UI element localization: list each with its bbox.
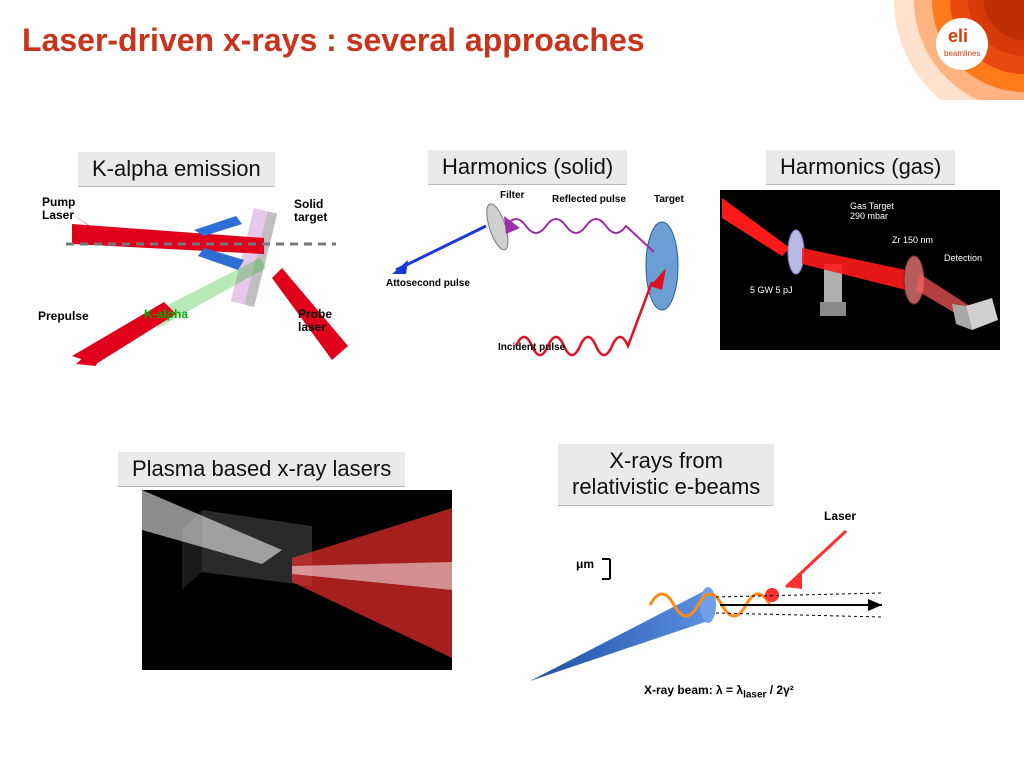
slide-title: Laser-driven x-rays : several approaches [22,22,645,59]
kalpha-ann-prepulse: Prepulse [38,310,89,323]
ebeam-label-line2: relativistic e-beams [572,474,760,499]
hgas-ann-power: 5 GW 5 pJ [750,286,793,296]
diagram-plasma-xray-laser [142,490,452,670]
label-harmonics-gas: Harmonics (gas) [766,150,955,185]
hsolid-ann-filter: Filter [500,190,524,201]
hgas-ann-detection: Detection [944,254,982,264]
ebeam-ann-laser: Laser [824,509,856,523]
hsolid-ann-reflected: Reflected pulse [552,194,626,205]
kalpha-ann-target: Solidtarget [294,198,327,224]
hsolid-ann-incident: Incident pulse [498,342,565,353]
hgas-ann-zr: Zr 150 nm [892,236,933,246]
hgas-ann-gas: Gas Target290 mbar [850,202,894,222]
hsolid-ann-target: Target [654,194,684,205]
eli-beamlines-logo: eli beamlines [824,0,1024,100]
kalpha-ann-kalpha: K-alpha [144,308,188,321]
svg-text:beamlines: beamlines [944,49,980,58]
ebeam-ann-um: μm [576,557,594,571]
svg-text:eli: eli [948,26,968,46]
slide: eli beamlines Laser-driven x-rays : seve… [0,0,1024,768]
hsolid-ann-atto: Attosecond pulse [386,278,470,289]
ebeam-label-line1: X-rays from [609,448,723,473]
diagram-harmonics-gas: Gas Target290 mbar Zr 150 nm 5 GW 5 pJ D… [720,190,1000,350]
ebeam-ann-formula: X-ray beam: λ = λlaser / 2γ² [644,683,794,700]
diagram-harmonics-solid: Filter Reflected pulse Target Attosecond… [386,190,696,360]
kalpha-ann-pump: PumpLaser [42,196,75,222]
kalpha-ann-probe: Probelaser [298,308,332,334]
label-relativistic-ebeam: X-rays from relativistic e-beams [558,444,774,506]
label-kalpha: K-alpha emission [78,152,275,187]
label-plasma-xray-lasers: Plasma based x-ray lasers [118,452,405,487]
diagram-kalpha: PumpLaser Solidtarget Prepulse K-alpha P… [36,196,352,366]
label-harmonics-solid: Harmonics (solid) [428,150,627,185]
diagram-relativistic-ebeam: Laser μm X-ray beam: λ = λlaser / 2γ² [510,505,890,705]
